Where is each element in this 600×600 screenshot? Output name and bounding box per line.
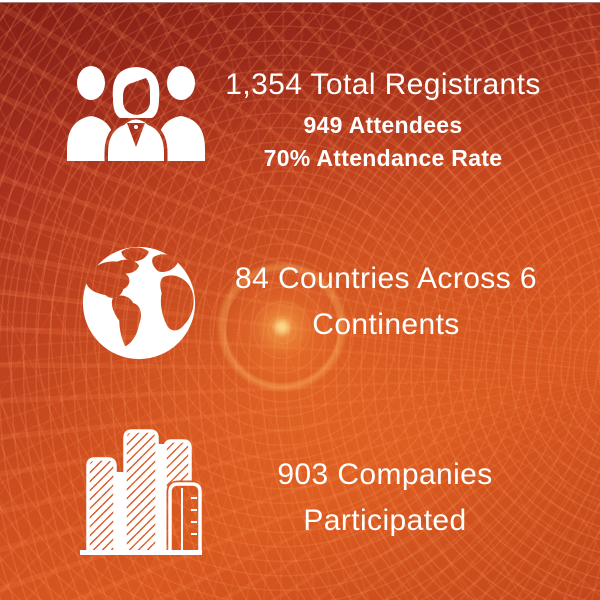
registrants-stat-block: 1,354 Total Registrants 949 Attendees 70…	[204, 68, 562, 175]
companies-stat-block: 903 Companies Participated	[225, 452, 545, 544]
attendees-count: 949 Attendees	[303, 112, 463, 138]
countries-headline: 84 Countries Across 6 Continents	[235, 262, 537, 341]
companies-headline: 903 Companies Participated	[277, 458, 493, 537]
people-group-icon	[66, 57, 206, 161]
top-border-strip	[0, 0, 600, 3]
buildings-icon	[78, 426, 204, 556]
countries-stat-block: 84 Countries Across 6 Continents	[208, 256, 564, 348]
attendance-rate: 70% Attendance Rate	[263, 145, 503, 171]
registrants-headline: 1,354 Total Registrants	[225, 68, 541, 101]
globe-icon	[78, 242, 200, 364]
registrants-substats: 949 Attendees 70% Attendance Rate	[204, 109, 562, 175]
